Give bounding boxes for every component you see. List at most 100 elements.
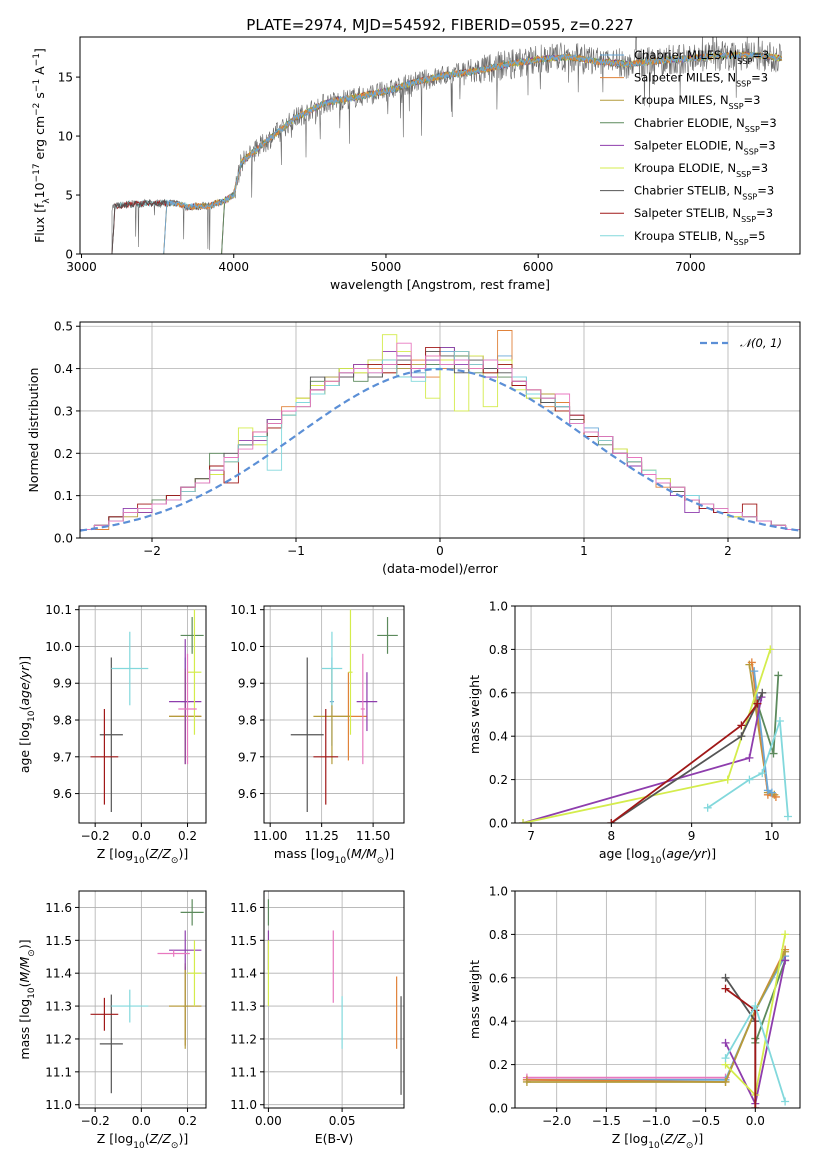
point-chabrier-elodie bbox=[180, 617, 204, 654]
plot-area-mass-vs-EBV bbox=[267, 899, 402, 1095]
series-marker bbox=[737, 721, 746, 730]
y-axis-label-part: ⊙ bbox=[27, 949, 37, 957]
series-marker bbox=[723, 775, 732, 784]
y-tick-label: 11.4 bbox=[230, 967, 257, 981]
y-tick-label: 10.0 bbox=[45, 640, 72, 654]
x-tick-label: 0.2 bbox=[178, 829, 197, 843]
x-axis-label: (data-model)/error bbox=[382, 561, 499, 576]
y-axis-label-part: −17 bbox=[32, 163, 42, 182]
point-kroupa-stelib bbox=[321, 631, 343, 706]
legend-entry: Chabrier ELODIE, NSSP=3 bbox=[634, 116, 777, 134]
panel-residuals: −2 −1 0 1 2 0.0 0.1 0.2 0.3 0.4 0.5 (data-model)/er… bbox=[26, 320, 801, 576]
plot-area-residuals bbox=[80, 330, 800, 538]
x-axis-label-part: M/M bbox=[351, 846, 377, 861]
series-salpeter-stelib bbox=[607, 699, 762, 823]
x-tick-label: 0.0 bbox=[132, 829, 151, 843]
x-axis-label-part: ⊙ bbox=[377, 856, 385, 866]
y-axis-label-part: −1 bbox=[32, 79, 42, 92]
series-kroupa-stelib bbox=[703, 717, 792, 821]
x-axis-label-part: 10 bbox=[133, 856, 145, 866]
series-marker bbox=[781, 1097, 790, 1106]
axes-frame bbox=[263, 605, 405, 824]
series-marker bbox=[758, 769, 767, 778]
y-tick-label: 11.1 bbox=[230, 1065, 257, 1079]
y-tick-label: 9.7 bbox=[53, 750, 72, 764]
series-marker bbox=[721, 1054, 730, 1063]
y-tick-label: 10.0 bbox=[230, 640, 257, 654]
x-axis-label-text: (data-model)/error bbox=[382, 561, 499, 576]
plot-area-spectrum bbox=[111, 37, 783, 254]
x-tick-label: 0 bbox=[436, 544, 444, 558]
y-axis-label: mass weight bbox=[467, 675, 482, 754]
plot-area-mass-weight-vs-Z bbox=[522, 930, 790, 1108]
point-salpeter-elodie bbox=[169, 930, 202, 970]
x-tick-label: 8 bbox=[608, 829, 616, 843]
y-tick-label: 0.4 bbox=[54, 362, 73, 376]
y-tick-label: 9.6 bbox=[238, 787, 257, 801]
legend-label: Kroupa ELODIE, N bbox=[634, 161, 736, 175]
series-marker bbox=[781, 930, 790, 939]
x-tick-label: 7000 bbox=[675, 260, 706, 274]
y-axis-label-part: −1 bbox=[32, 53, 42, 66]
legend-sub: SSP bbox=[745, 124, 760, 133]
y-axis-label: age [log10(age/yr)] bbox=[17, 656, 37, 773]
series-line bbox=[610, 692, 764, 823]
panel-mass-vs-Z: −0.2 0.0 0.2 11.0 11.1 11.2 11.3 11.4 11.5 11.6 Z … bbox=[17, 890, 207, 1151]
series-kroupa-miles bbox=[745, 660, 779, 799]
y-tick-label: 11.5 bbox=[45, 934, 72, 948]
legend-suffix: =5 bbox=[749, 229, 766, 243]
point-salpeter-elodie bbox=[356, 672, 378, 732]
x-tick-label: 9 bbox=[688, 829, 696, 843]
legend-suffix: =3 bbox=[760, 116, 777, 130]
legend-entry: Salpeter ELODIE, NSSP=3 bbox=[634, 138, 776, 156]
panel-spectrum: 3000 4000 5000 6000 7000 0 5 10 15 wavelength [An… bbox=[32, 36, 801, 292]
x-tick-label: 2 bbox=[724, 544, 732, 558]
point-kroupa-miles bbox=[169, 963, 202, 1049]
x-axis-label-part: age/yr bbox=[666, 846, 707, 861]
series-marker bbox=[703, 803, 712, 812]
x-axis-label-text: E(B-V) bbox=[315, 1131, 354, 1146]
y-tick-label: 0.8 bbox=[489, 643, 508, 657]
x-axis-label-text: wavelength [Angstrom, rest frame] bbox=[330, 277, 550, 292]
y-tick-label: 11.3 bbox=[45, 1000, 72, 1014]
series-marker bbox=[745, 753, 754, 762]
panel-mass-weight-vs-Z: −2.0 −1.5 −1.0 −0.5 0.0 0.0 0.2 0.4 0.6 0.8 1.0 Z [… bbox=[467, 885, 801, 1151]
y-tick-label: 1.0 bbox=[489, 885, 508, 899]
x-axis-label-part: ⊙ bbox=[171, 1141, 179, 1151]
x-axis-label-part: ⊙ bbox=[686, 1141, 694, 1151]
point-salpeter-stelib bbox=[90, 997, 119, 1031]
plot-area-mass-weight-vs-age bbox=[519, 645, 792, 823]
point-kroupa-elodie bbox=[348, 609, 353, 735]
x-tick-label: 4000 bbox=[218, 260, 249, 274]
x-axis-label-part: ( bbox=[660, 1131, 665, 1146]
series-marker bbox=[771, 792, 780, 801]
series-marker bbox=[522, 1077, 531, 1086]
y-tick-label: 5 bbox=[65, 189, 73, 203]
x-tick-label: 11.25 bbox=[304, 829, 338, 843]
axes-frame bbox=[514, 605, 801, 824]
x-tick-label: 6000 bbox=[523, 260, 554, 274]
legend-label: Kroupa STELIB, N bbox=[634, 229, 734, 243]
figure-title: PLATE=2974, MJD=54592, FIBERID=0595, z=0… bbox=[246, 16, 633, 34]
x-tick-label: −1.0 bbox=[641, 1114, 670, 1128]
y-tick-label: 11.6 bbox=[230, 901, 257, 915]
x-tick-label: 7 bbox=[527, 829, 535, 843]
y-tick-label: 9.9 bbox=[238, 677, 257, 691]
x-tick-label: −1.5 bbox=[592, 1114, 621, 1128]
series-marker bbox=[721, 1038, 730, 1047]
y-axis-label-part: 10 bbox=[27, 710, 37, 722]
legend-entry: Kroupa STELIB, NSSP=5 bbox=[634, 229, 765, 247]
series-line bbox=[707, 720, 789, 817]
y-tick-label: 11.0 bbox=[230, 1098, 257, 1112]
series-line bbox=[522, 696, 763, 823]
legend-sub: SSP bbox=[736, 79, 751, 88]
legend-sub: SSP bbox=[744, 147, 759, 156]
x-axis-label-part: Z/Z bbox=[149, 1131, 172, 1146]
axes-frame bbox=[78, 890, 207, 1109]
y-tick-label: 0.3 bbox=[54, 404, 73, 418]
panel-age-vs-mass: 11.00 11.25 11.50 9.6 9.7 9.8 9.9 10.0 10.1 mass … bbox=[230, 603, 405, 866]
series-marker bbox=[774, 671, 783, 680]
y-tick-label: 15 bbox=[58, 71, 73, 85]
point-kroupa-stelib bbox=[111, 631, 149, 706]
